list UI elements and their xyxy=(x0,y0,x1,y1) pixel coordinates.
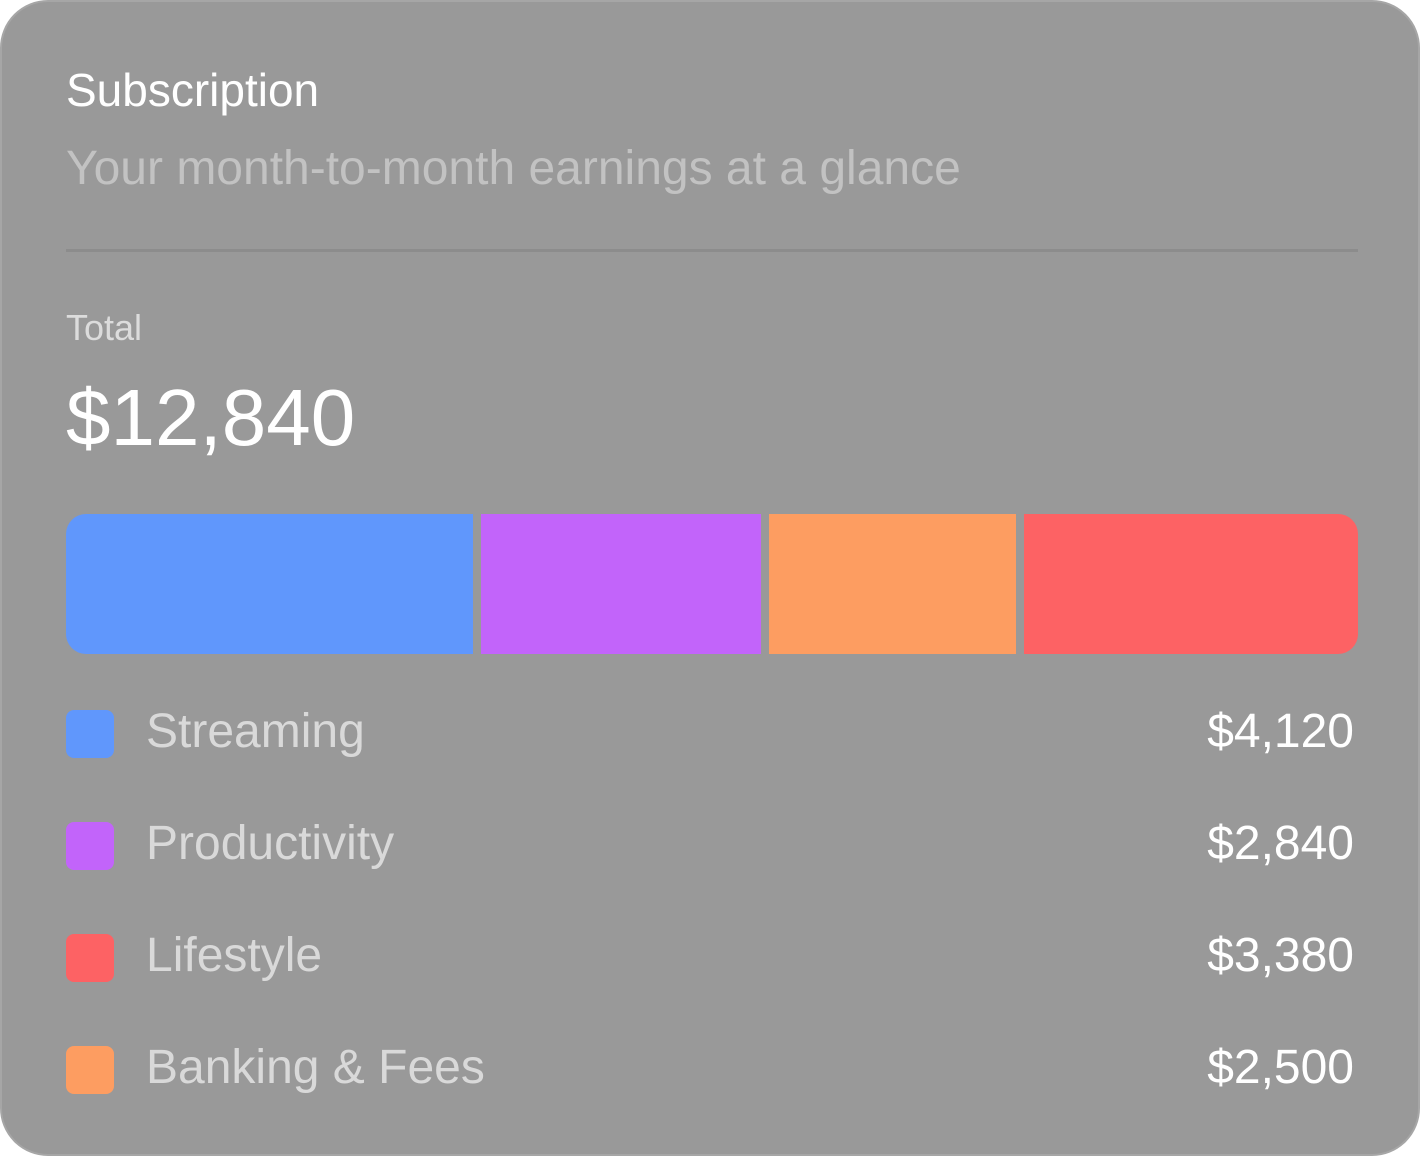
swatch-productivity xyxy=(66,822,114,870)
total-value: $12,840 xyxy=(66,373,356,462)
bar-segment-banking-fees xyxy=(769,514,1016,654)
legend-value: $4,120 xyxy=(1207,705,1354,758)
legend-label: Streaming xyxy=(146,705,365,758)
legend-label: Productivity xyxy=(146,817,395,870)
total-label: Total xyxy=(66,307,143,348)
bar-segment-streaming xyxy=(66,514,473,654)
legend-value: $2,840 xyxy=(1207,817,1354,870)
legend-item-lifestyle: Lifestyle $3,380 xyxy=(66,902,1358,1014)
bar-segment-lifestyle xyxy=(1024,514,1358,654)
legend-label: Lifestyle xyxy=(146,929,323,982)
swatch-lifestyle xyxy=(66,934,114,982)
legend: Streaming $4,120 Productivity $2,840 Lif… xyxy=(66,678,1358,1126)
card-title: Subscription xyxy=(66,64,320,116)
swatch-streaming xyxy=(66,710,114,758)
swatch-banking-fees xyxy=(66,1046,114,1094)
divider xyxy=(66,249,1358,252)
legend-item-banking-fees: Banking & Fees $2,500 xyxy=(66,1014,1358,1126)
legend-label: Banking & Fees xyxy=(146,1041,485,1094)
legend-item-streaming: Streaming $4,120 xyxy=(66,678,1358,790)
stacked-bar xyxy=(66,514,1358,654)
legend-value: $3,380 xyxy=(1207,929,1354,982)
legend-value: $2,500 xyxy=(1207,1041,1354,1094)
bar-segment-productivity xyxy=(481,514,761,654)
card-subtitle: Your month-to-month earnings at a glance xyxy=(66,142,961,195)
legend-item-productivity: Productivity $2,840 xyxy=(66,790,1358,902)
